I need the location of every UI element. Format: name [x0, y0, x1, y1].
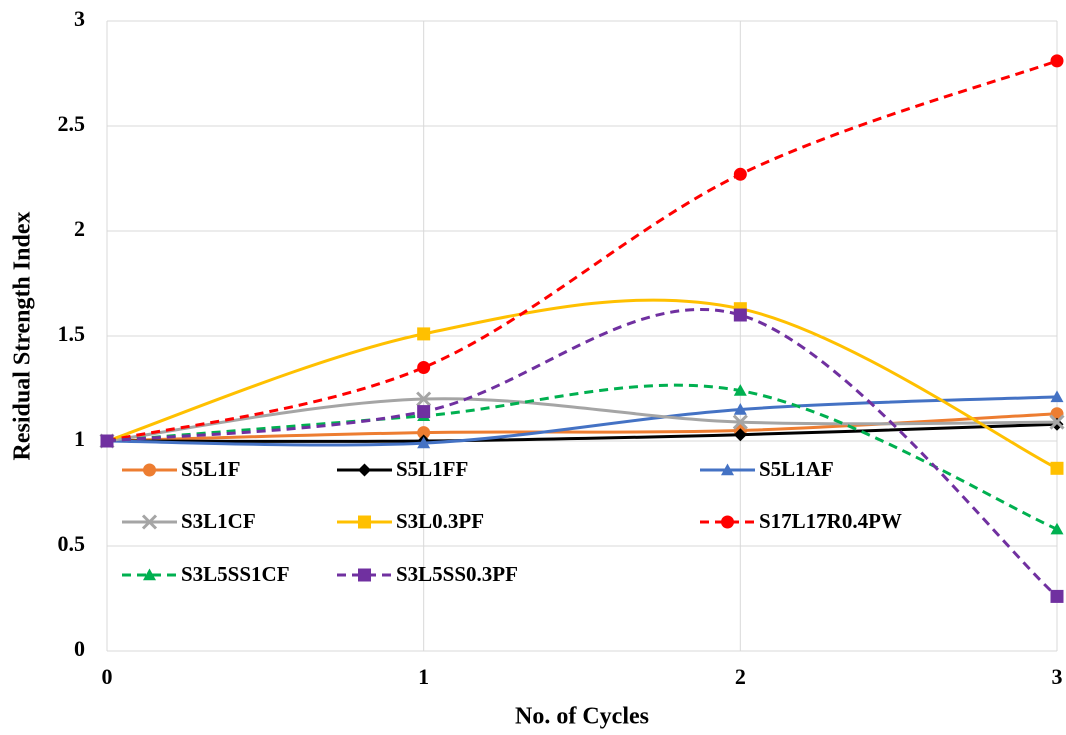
x-tick-label: 1: [418, 664, 429, 689]
legend-item: S5L1FF: [337, 457, 468, 481]
marker: [1050, 522, 1064, 535]
marker: [417, 327, 431, 341]
marker: [417, 361, 431, 374]
marker: [732, 414, 748, 430]
marker: [417, 426, 431, 440]
x-tick-label: 0: [102, 664, 113, 689]
series-line: [106, 395, 1058, 447]
series-line: [106, 397, 1058, 443]
marker: [1049, 414, 1065, 430]
marker: [358, 463, 371, 477]
legend-item: S3L5SS1CF: [122, 562, 290, 586]
series-line: [106, 308, 1058, 598]
y-tick-label: 1.5: [58, 321, 86, 346]
y-tick-label: 0: [74, 636, 85, 661]
marker: [733, 428, 747, 442]
legend-label: S3L5SS1CF: [181, 562, 290, 586]
marker: [1050, 589, 1064, 603]
legend-label: S3L1CF: [181, 509, 256, 533]
legend-item: S3L0.3PF: [337, 509, 484, 533]
marker: [1050, 390, 1064, 403]
marker: [358, 515, 371, 529]
legend: S5L1F S5L1FF S5L1AF S3L1CF S3L0.3PF S17L17R0.…: [122, 457, 902, 586]
legend-item: S17L17R0.4PW: [700, 509, 902, 533]
marker: [417, 436, 431, 449]
legend-item: S5L1F: [122, 457, 241, 481]
marker: [733, 403, 747, 415]
x-tick-label: 3: [1052, 664, 1063, 689]
series-line: [106, 383, 1058, 531]
marker: [1050, 461, 1064, 475]
marker: [733, 308, 747, 322]
y-tick-label: 2: [74, 216, 85, 241]
y-tick-label: 2.5: [58, 111, 86, 136]
series-line: [106, 59, 1058, 443]
marker: [1050, 54, 1064, 68]
marker: [141, 514, 158, 530]
legend-item: S3L1CF: [122, 509, 256, 533]
series-line: [106, 298, 1058, 470]
legend-label: S17L17R0.4PW: [759, 509, 902, 533]
legend-item: S3L5SS0.3PF: [337, 562, 518, 586]
y-tick-label: 1: [74, 426, 85, 451]
x-tick-label: 2: [735, 664, 746, 689]
marker: [358, 568, 371, 582]
legend-label: S5L1F: [181, 457, 241, 481]
legend-label: S3L0.3PF: [396, 509, 484, 533]
y-axis-title: Residual Strength Index: [10, 212, 36, 461]
series-line: [106, 422, 1058, 443]
legend-label: S3L5SS0.3PF: [396, 562, 518, 586]
legend-label: S5L1FF: [396, 457, 468, 481]
marker: [733, 167, 747, 181]
marker: [417, 405, 431, 419]
x-axis-title: No. of Cycles: [515, 704, 649, 730]
y-tick-label: 0.5: [58, 531, 86, 556]
marker: [143, 463, 156, 477]
marker: [721, 515, 734, 529]
marker: [733, 384, 747, 396]
y-tick-label: 3: [74, 6, 85, 31]
marker: [721, 463, 734, 476]
marker: [100, 434, 114, 448]
legend-item: S5L1AF: [700, 457, 834, 481]
marker: [416, 391, 432, 407]
marker: [143, 568, 156, 581]
legend-label: S5L1AF: [759, 457, 834, 481]
